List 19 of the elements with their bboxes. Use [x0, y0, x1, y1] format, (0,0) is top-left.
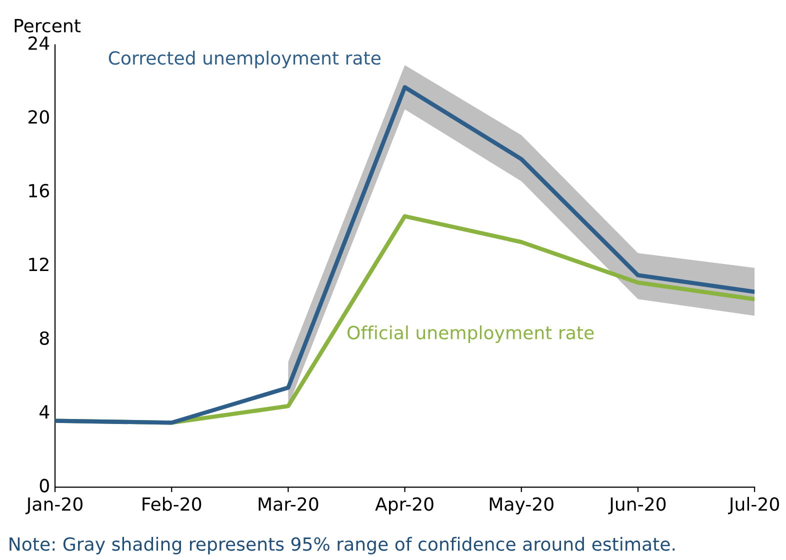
x-tick-label: Jun-20: [608, 497, 666, 514]
line-series: [55, 85, 755, 425]
y-axis-title: Percent: [14, 19, 81, 32]
series-label: Official unemployment rate: [348, 325, 594, 343]
x-tick-label: Jul-20: [728, 496, 779, 514]
y-tick-label: 16: [29, 184, 50, 198]
y-tick-label: 12: [29, 258, 48, 271]
series-label: Corrected unemployment rate: [108, 50, 381, 68]
x-tick-label: Feb-20: [142, 496, 202, 511]
x-tick-label: May-20: [490, 497, 554, 514]
x-tick-label: Mar-20: [258, 497, 318, 511]
y-tick-label: 4: [40, 405, 50, 418]
y-tick-label: 8: [40, 331, 49, 345]
x-tick-label: Apr-20: [375, 497, 434, 514]
x-tick-label: Jan-20: [25, 497, 82, 514]
text: Note: Gray shading represents 95% range of confidence around estimate.: [10, 536, 675, 554]
y-tick-label: 24: [28, 36, 50, 50]
y-tick-label: 0: [40, 478, 49, 492]
y-tick-label: 20: [28, 110, 49, 124]
